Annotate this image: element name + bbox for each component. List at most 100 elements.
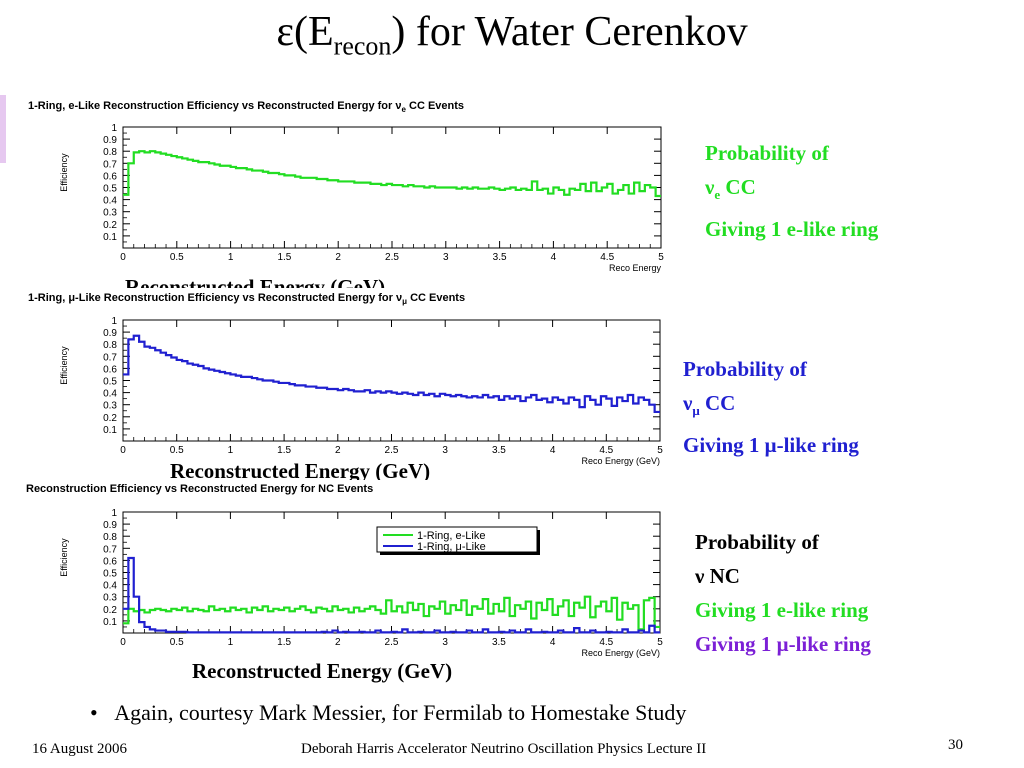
x-tick-label: 4.5 bbox=[599, 637, 613, 648]
plot-1-panel: 1-Ring, e-Like Reconstruction Efficiency… bbox=[22, 95, 714, 275]
plot-1-chart: 0.10.20.30.40.50.60.70.80.910 0.5 1 1.5 2 2.5… bbox=[59, 123, 664, 273]
annotation-numu-cc: Probability of νμ CC Giving 1 μ-like rin… bbox=[683, 357, 859, 458]
x-axis-label: Reco Energy (GeV) bbox=[581, 648, 660, 658]
plot-frame bbox=[122, 319, 661, 442]
bullet-text: Again, courtesy Mark Messier, for Fermil… bbox=[114, 700, 687, 725]
plot-1-title: 1-Ring, e-Like Reconstruction Efficiency… bbox=[28, 100, 465, 115]
y-tick-label: 0.5 bbox=[103, 569, 117, 580]
page-number: 30 bbox=[948, 737, 963, 753]
series-0-line bbox=[123, 334, 660, 414]
y-tick-label: 0.4 bbox=[103, 196, 117, 207]
y-tick-label: 0.5 bbox=[103, 184, 117, 195]
y-tick-label: 0.3 bbox=[103, 208, 117, 219]
x-tick-label: 4.5 bbox=[599, 445, 613, 456]
x-tick-label: 1 bbox=[228, 445, 234, 456]
title-suffix: ) for Water Cerenkov bbox=[391, 9, 748, 55]
bullet-icon: • bbox=[90, 700, 98, 725]
y-tick-label: 0.1 bbox=[103, 425, 117, 436]
y-tick-label: 0.2 bbox=[103, 220, 117, 231]
y-tick-label: 0.3 bbox=[103, 593, 117, 604]
plot-2-chart: 0.10.20.30.40.50.60.70.80.910 0.5 1 1.5 2 2.5… bbox=[59, 316, 663, 466]
bullet-point: • Again, courtesy Mark Messier, for Ferm… bbox=[90, 700, 686, 726]
x-tick-label: 0.5 bbox=[170, 637, 184, 648]
x-tick-label: 4.5 bbox=[600, 252, 614, 263]
x-tick-label: 0 bbox=[120, 637, 126, 648]
legend-entry: 1-Ring, μ-Like bbox=[417, 541, 486, 553]
x-tick-label: 3.5 bbox=[492, 637, 506, 648]
plot-3-xcaption: Reconstructed Energy (GeV) bbox=[192, 659, 453, 683]
y-tick-label: 1 bbox=[111, 508, 117, 519]
x-tick-label: 2 bbox=[335, 637, 341, 648]
x-tick-label: 0.5 bbox=[170, 252, 184, 263]
plot-3-chart: 0.10.20.30.40.50.60.70.80.910 0.5 1 1.5 2 2.5… bbox=[59, 508, 663, 658]
footer-center: Deborah Harris Accelerator Neutrino Osci… bbox=[301, 741, 707, 757]
annotation-nue-cc: Probability of νe CC Giving 1 e-like rin… bbox=[705, 141, 879, 242]
y-tick-label: 0.2 bbox=[103, 605, 117, 616]
y-tick-label: 0.8 bbox=[103, 532, 117, 543]
legend-box bbox=[376, 526, 538, 553]
plot-2-panel: 1-Ring, μ-Like Reconstruction Efficiency… bbox=[22, 288, 712, 468]
legend-entry: 1-Ring, e-Like bbox=[417, 530, 485, 542]
y-tick-label: 0.7 bbox=[103, 352, 117, 363]
x-tick-label: 1 bbox=[228, 252, 234, 263]
plot-3-title: Reconstruction Efficiency vs Reconstruct… bbox=[26, 483, 374, 495]
series-0-line bbox=[123, 595, 660, 631]
slide-title: ε(Erecon) for Water Cerenkov bbox=[0, 8, 1024, 61]
x-tick-label: 3.5 bbox=[492, 445, 506, 456]
x-tick-label: 3 bbox=[442, 445, 448, 456]
series-0-line bbox=[123, 150, 661, 198]
x-tick-label: 5 bbox=[657, 445, 663, 456]
x-tick-label: 2 bbox=[335, 445, 341, 456]
footer-date: 16 August 2006 bbox=[32, 741, 128, 757]
y-axis-label: Efficiency bbox=[59, 346, 69, 385]
x-tick-label: 3.5 bbox=[493, 252, 507, 263]
y-tick-label: 0.2 bbox=[103, 413, 117, 424]
title-subscript: recon bbox=[333, 31, 392, 61]
y-tick-label: 0.6 bbox=[103, 171, 117, 182]
y-tick-label: 0.8 bbox=[103, 340, 117, 351]
x-tick-label: 1 bbox=[228, 637, 234, 648]
x-tick-label: 5 bbox=[658, 252, 664, 263]
x-tick-label: 0.5 bbox=[170, 445, 184, 456]
y-tick-label: 0.9 bbox=[103, 135, 117, 146]
x-tick-label: 4 bbox=[551, 252, 557, 263]
x-tick-label: 0 bbox=[120, 252, 126, 263]
plot-3-panel: Reconstruction Efficiency vs Reconstruct… bbox=[22, 480, 712, 660]
y-tick-label: 0.5 bbox=[103, 377, 117, 388]
x-axis-label: Reco Energy bbox=[609, 263, 662, 273]
x-tick-label: 4 bbox=[550, 637, 556, 648]
y-tick-label: 0.9 bbox=[103, 520, 117, 531]
y-tick-label: 0.6 bbox=[103, 364, 117, 375]
y-tick-label: 0.7 bbox=[103, 159, 117, 170]
x-tick-label: 2.5 bbox=[385, 637, 399, 648]
y-tick-label: 0.8 bbox=[103, 147, 117, 158]
y-tick-label: 0.9 bbox=[103, 328, 117, 339]
y-axis-label: Efficiency bbox=[59, 153, 69, 192]
y-tick-label: 0.4 bbox=[103, 389, 117, 400]
y-tick-label: 0.1 bbox=[103, 232, 117, 243]
y-tick-label: 0.1 bbox=[103, 617, 117, 628]
x-tick-label: 5 bbox=[657, 637, 663, 648]
x-tick-label: 0 bbox=[120, 445, 126, 456]
plot-2-xcaption: Reconstructed Energy (GeV) bbox=[170, 459, 431, 483]
y-tick-label: 1 bbox=[111, 123, 117, 134]
x-tick-label: 4 bbox=[550, 445, 556, 456]
x-tick-label: 3 bbox=[443, 252, 449, 263]
x-tick-label: 2.5 bbox=[385, 445, 399, 456]
x-tick-label: 1.5 bbox=[277, 445, 291, 456]
plot-2-title: 1-Ring, μ-Like Reconstruction Efficiency… bbox=[28, 292, 466, 307]
annotation-nc: Probability of ν NC Giving 1 e-like ring… bbox=[695, 530, 871, 656]
y-tick-label: 0.4 bbox=[103, 581, 117, 592]
x-tick-label: 1.5 bbox=[277, 637, 291, 648]
x-tick-label: 2.5 bbox=[385, 252, 399, 263]
y-tick-label: 0.7 bbox=[103, 544, 117, 555]
x-axis-label: Reco Energy (GeV) bbox=[581, 456, 660, 466]
y-tick-label: 0.6 bbox=[103, 556, 117, 567]
series-1-line bbox=[123, 556, 660, 634]
x-tick-label: 3 bbox=[442, 637, 448, 648]
title-prefix: ε(E bbox=[276, 9, 334, 55]
x-tick-label: 1.5 bbox=[277, 252, 291, 263]
x-tick-label: 2 bbox=[335, 252, 341, 263]
y-tick-label: 0.3 bbox=[103, 401, 117, 412]
y-axis-label: Efficiency bbox=[59, 538, 69, 577]
